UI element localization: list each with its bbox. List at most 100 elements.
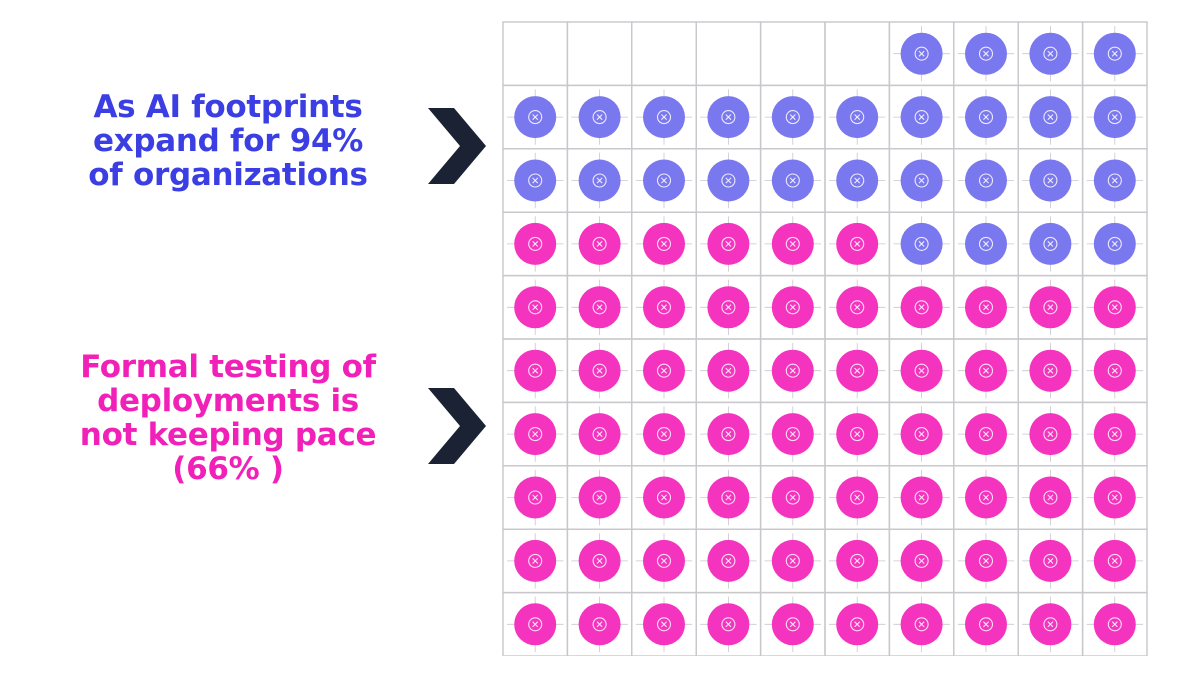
circled-x-stroke bbox=[789, 304, 796, 311]
circled-x-stroke bbox=[983, 240, 989, 247]
circled-x-stroke bbox=[596, 177, 603, 184]
circled-x-stroke bbox=[596, 494, 603, 501]
circled-x-stroke bbox=[1047, 431, 1054, 438]
circled-x-ring bbox=[785, 300, 800, 315]
waffle-cell-footprint bbox=[571, 89, 628, 145]
circled-x-stroke bbox=[983, 304, 989, 311]
waffle-cell-testing bbox=[764, 216, 821, 272]
waffle-cell-testing bbox=[957, 279, 1015, 335]
circled-x-icon bbox=[850, 490, 865, 505]
waffle-cell-testing bbox=[571, 343, 628, 399]
circled-x-ring bbox=[785, 236, 800, 251]
waffle-cell-testing bbox=[893, 596, 950, 652]
waffle-cell-testing bbox=[957, 533, 1015, 589]
waffle-cell-footprint bbox=[829, 152, 886, 209]
circled-x-stroke bbox=[918, 114, 925, 121]
circled-x-stroke bbox=[1111, 114, 1118, 121]
circled-x-icon bbox=[1043, 46, 1058, 61]
waffle-cell-testing bbox=[700, 406, 757, 462]
waffle-cell-testing bbox=[507, 596, 564, 652]
waffle-cell-footprint bbox=[957, 152, 1015, 209]
waffle-cell-testing bbox=[507, 216, 564, 272]
circled-x-stroke bbox=[854, 367, 861, 374]
circled-x-icon bbox=[528, 363, 543, 378]
waffle-cell-footprint bbox=[1086, 26, 1143, 82]
circled-x-ring bbox=[978, 300, 994, 315]
circled-x-icon bbox=[1043, 300, 1058, 315]
waffle-cell-border bbox=[566, 21, 633, 87]
circled-x-icon bbox=[721, 173, 736, 188]
circled-x-ring bbox=[914, 300, 929, 315]
circled-x-ring bbox=[721, 427, 736, 442]
waffle-cell-testing bbox=[829, 216, 886, 272]
circled-x-stroke bbox=[725, 367, 732, 374]
circled-x-icon bbox=[914, 46, 929, 61]
headline-testing-line-1: Formal testing of bbox=[80, 349, 376, 385]
waffle-cell-testing bbox=[829, 533, 886, 589]
waffle-cell-testing bbox=[1086, 279, 1143, 335]
waffle-cell-footprint bbox=[1086, 216, 1143, 272]
circled-x-icon bbox=[850, 173, 865, 188]
circled-x-stroke bbox=[596, 621, 603, 628]
circled-x-stroke bbox=[854, 240, 861, 247]
circled-x-ring bbox=[914, 617, 929, 632]
circled-x-stroke bbox=[918, 304, 925, 311]
circled-x-icon bbox=[528, 553, 543, 568]
circled-x-ring bbox=[1107, 110, 1122, 125]
circled-x-stroke bbox=[983, 367, 989, 374]
circled-x-ring bbox=[785, 363, 800, 378]
circled-x-icon bbox=[850, 110, 865, 125]
circled-x-stroke bbox=[789, 431, 796, 438]
circled-x-icon bbox=[850, 236, 865, 251]
circled-x-icon bbox=[978, 300, 994, 315]
waffle-cell-border bbox=[502, 21, 569, 87]
waffle-cell-footprint bbox=[957, 216, 1015, 272]
circled-x-icon bbox=[592, 617, 607, 632]
waffle-cell-footprint bbox=[1086, 152, 1143, 209]
waffle-cell-footprint bbox=[1022, 216, 1079, 272]
circled-x-stroke bbox=[789, 177, 796, 184]
waffle-cell-testing bbox=[635, 406, 693, 462]
waffle-cell-testing bbox=[1086, 406, 1143, 462]
circled-x-ring bbox=[1043, 46, 1058, 61]
circled-x-stroke bbox=[725, 557, 732, 564]
waffle-cell-footprint bbox=[1022, 26, 1079, 82]
waffle-cells bbox=[507, 26, 1143, 652]
circled-x-ring bbox=[978, 490, 994, 505]
circled-x-icon bbox=[1107, 427, 1122, 442]
circled-x-icon bbox=[721, 300, 736, 315]
circled-x-ring bbox=[656, 300, 672, 315]
circled-x-ring bbox=[721, 300, 736, 315]
waffle-cell-footprint bbox=[893, 26, 950, 82]
waffle-cell-testing bbox=[507, 406, 564, 462]
circled-x-stroke bbox=[725, 240, 732, 247]
circled-x-icon bbox=[656, 490, 672, 505]
circled-x-icon bbox=[528, 300, 543, 315]
circled-x-stroke bbox=[1047, 621, 1054, 628]
circled-x-ring bbox=[592, 110, 607, 125]
waffle-cell-testing bbox=[571, 469, 628, 526]
waffle-cell-footprint bbox=[893, 152, 950, 209]
circled-x-icon bbox=[914, 490, 929, 505]
circled-x-ring bbox=[528, 363, 543, 378]
circled-x-icon bbox=[592, 363, 607, 378]
headline-ai-line-2: expand for 94% bbox=[92, 123, 364, 159]
circled-x-stroke bbox=[918, 494, 925, 501]
circled-x-icon bbox=[850, 363, 865, 378]
circled-x-icon bbox=[850, 553, 865, 568]
circled-x-stroke bbox=[918, 177, 925, 184]
circled-x-icon bbox=[914, 617, 929, 632]
circled-x-icon bbox=[592, 110, 607, 125]
circled-x-stroke bbox=[725, 494, 732, 501]
circled-x-stroke bbox=[854, 304, 861, 311]
circled-x-ring bbox=[850, 490, 865, 505]
waffle-cell-testing bbox=[571, 533, 628, 589]
chevron-right-icon bbox=[428, 108, 486, 184]
waffle-cell-testing bbox=[700, 596, 757, 652]
waffle-cell-testing bbox=[507, 343, 564, 399]
waffle-cell-testing bbox=[700, 469, 757, 526]
waffle-cell-footprint bbox=[507, 89, 564, 145]
waffle-cell-testing bbox=[829, 596, 886, 652]
circled-x-stroke bbox=[1047, 367, 1054, 374]
